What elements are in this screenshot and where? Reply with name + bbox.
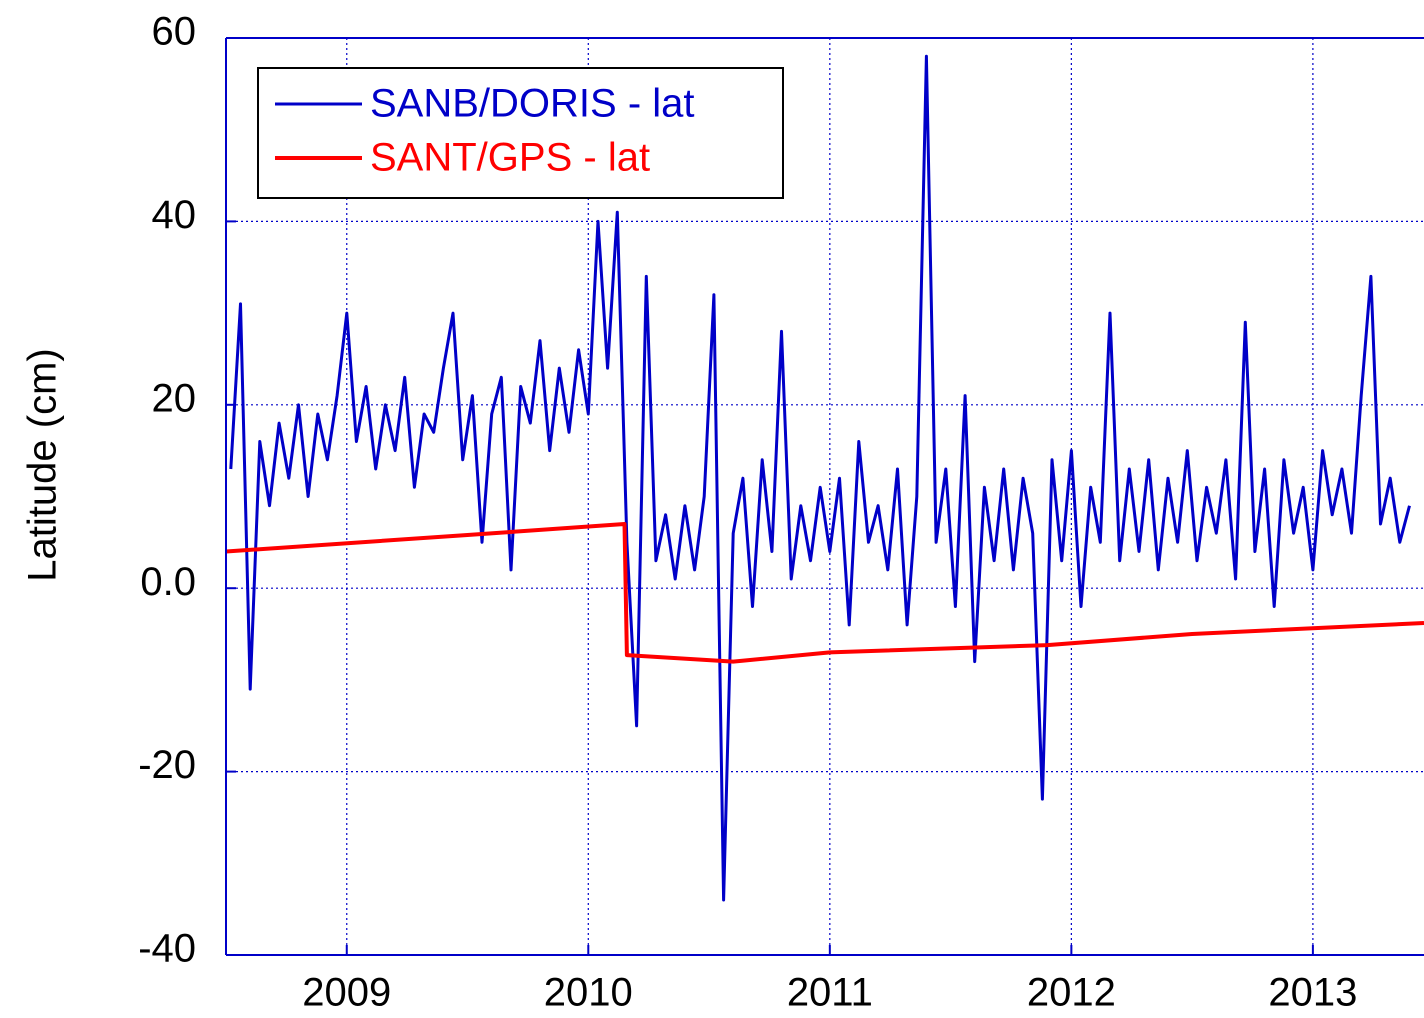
y-tick-label: 0.0	[140, 560, 196, 604]
x-tick-label: 2009	[302, 971, 391, 1015]
y-tick-label: 60	[152, 10, 197, 54]
legend: SANB/DORIS - lat SANT/GPS - lat	[257, 67, 784, 199]
y-tick-label: -20	[138, 743, 196, 787]
x-tick-label: 2011	[787, 971, 873, 1015]
y-axis-label: Latitude (cm)	[21, 348, 65, 581]
legend-box	[257, 67, 784, 199]
legend-label: SANB/DORIS - lat	[370, 82, 695, 126]
y-tick-label: 20	[152, 376, 197, 420]
legend-label: SANT/GPS - lat	[370, 136, 650, 180]
y-tick-label: 40	[152, 193, 197, 237]
series-line	[226, 522, 1424, 664]
plot-area	[226, 54, 1424, 902]
x-tick-label: 2013	[1268, 971, 1357, 1015]
x-tick-label: 2012	[1027, 971, 1116, 1015]
frame	[225, 37, 1424, 956]
y-tick-label: -40	[138, 927, 196, 971]
x-tick-label: 2010	[544, 971, 633, 1015]
series-line	[229, 54, 1411, 902]
